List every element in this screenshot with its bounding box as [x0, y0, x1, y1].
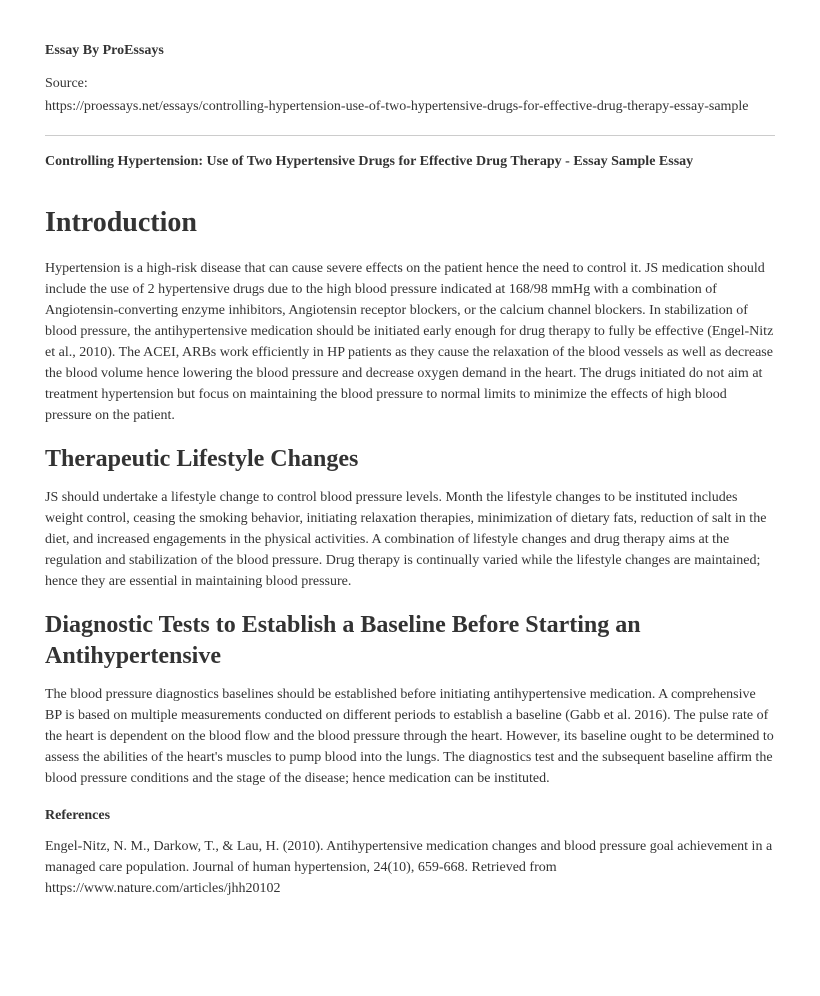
section-heading-lifestyle: Therapeutic Lifestyle Changes — [45, 444, 775, 475]
section-body: The blood pressure diagnostics baselines… — [45, 684, 775, 789]
references-heading: References — [45, 805, 775, 826]
source-label: Source: — [45, 73, 775, 94]
section-heading-diagnostic: Diagnostic Tests to Establish a Baseline… — [45, 610, 775, 672]
essay-title: Controlling Hypertension: Use of Two Hyp… — [45, 152, 775, 172]
section-body: Hypertension is a high-risk disease that… — [45, 258, 775, 426]
section-body: JS should undertake a lifestyle change t… — [45, 487, 775, 592]
source-url: https://proessays.net/essays/controlling… — [45, 96, 775, 117]
section-heading-introduction: Introduction — [45, 202, 775, 244]
byline: Essay By ProEssays — [45, 40, 775, 61]
divider — [45, 135, 775, 136]
reference-item: Engel-Nitz, N. M., Darkow, T., & Lau, H.… — [45, 836, 775, 899]
